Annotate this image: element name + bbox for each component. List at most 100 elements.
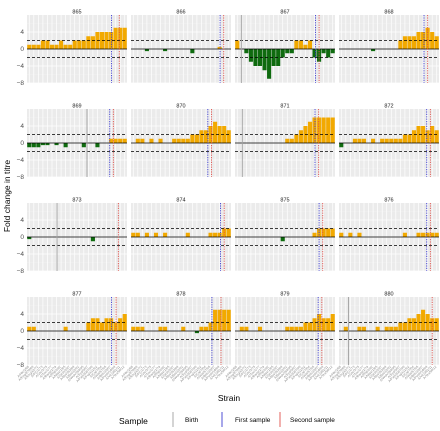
bar [113,322,118,331]
bar [90,237,95,242]
bar [135,232,140,237]
bar [398,138,403,143]
bar [371,138,376,143]
bar [402,322,407,331]
bar [326,228,331,237]
bar [307,40,313,49]
bar [357,138,362,143]
bar [393,138,398,143]
bar [398,40,403,49]
bar [280,237,285,242]
panel-strip-label: 868 [384,10,393,16]
panel-869: 869 [27,104,127,178]
bar [203,130,209,143]
y-tick-label: −8 [17,362,25,369]
bar [131,326,136,331]
bar [384,326,389,331]
panel-strip-label: 878 [176,292,185,298]
bar [135,138,140,143]
bar [113,138,118,143]
bar [226,130,231,143]
bar [361,326,367,331]
bar [430,318,435,331]
bar [348,232,353,237]
bar [317,117,322,143]
bar [326,117,331,143]
bar [352,138,357,143]
y-tick-label: 4 [20,217,24,224]
bar [262,49,267,71]
bar [434,130,439,143]
bar [280,49,285,58]
bar [303,44,308,49]
bar [113,27,118,49]
y-tick-label: −4 [17,345,25,352]
bar [81,40,86,49]
bar [27,326,32,331]
bar [118,138,123,143]
bar [104,318,109,331]
bar [95,143,100,148]
bar [213,121,218,143]
bar [326,318,331,331]
bar [375,326,380,331]
panel-strip-label: 871 [280,104,289,110]
bar [40,143,45,146]
bar [31,143,36,148]
bar [27,44,32,49]
y-tick-label: 0 [20,328,24,335]
y-tick-label: 4 [20,29,24,36]
y-tick-label: −8 [17,80,25,87]
panel-878: 878 [131,292,231,366]
bar [217,46,222,49]
bar [298,326,303,331]
bar [303,322,308,331]
bar [317,314,322,331]
bar [140,326,145,331]
bar [185,138,190,143]
bar [285,138,290,143]
bar [425,130,430,143]
bar [63,326,68,331]
bar [312,232,317,237]
panel-strip-label: 875 [280,198,289,204]
bar [248,49,253,62]
y-axes: −8 −4 0 4 −8 −4 0 4 −8 −4 0 4 −8 −4 0 4 [17,29,25,369]
bar [371,49,376,52]
bar [434,36,439,49]
bar [389,138,394,143]
bar [257,326,263,331]
bar [144,232,149,237]
bar [411,36,417,49]
bar [203,326,209,331]
bar [416,314,421,331]
legend: Sample Birth First sample Second sample [119,412,335,427]
bar [31,326,36,331]
bar [208,232,213,237]
bar [239,326,244,331]
bar [407,36,412,49]
facet-panels: 865 866 867 868 869 870 871 872 873 874 875 876 877 8… [27,10,439,366]
bar [68,44,73,49]
bar [321,117,326,143]
bar [90,36,95,49]
y-tick-label: 0 [20,234,24,241]
bar [54,143,59,146]
panel-strip-label: 870 [176,104,185,110]
bar [411,318,417,331]
bar [416,126,421,143]
bar [434,232,439,237]
y-tick-label: −8 [17,268,25,275]
bar [31,44,36,49]
bar [389,326,394,331]
bar [289,138,294,143]
panel-867: 867 [235,10,335,84]
legend-label-birth: Birth [185,417,199,424]
y-tick-label: −8 [17,174,25,181]
bar [411,130,417,143]
bar [208,322,213,331]
bar [172,138,177,143]
bar [321,318,326,331]
bar [317,49,322,62]
y-tick-label: 0 [20,46,24,53]
